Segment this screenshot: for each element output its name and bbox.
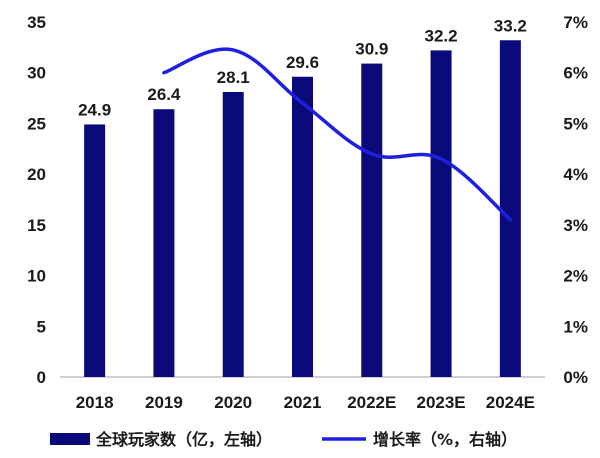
x-tick-label: 2020 <box>214 393 252 412</box>
left-tick-label: 35 <box>27 13 46 32</box>
bar-label-2023E: 32.2 <box>425 26 458 45</box>
bar-2023E <box>430 50 452 378</box>
growth-rate-line <box>162 47 513 222</box>
left-axis: 0 5 10 15 20 25 30 35 <box>27 13 46 387</box>
left-tick-label: 20 <box>27 165 46 184</box>
right-tick-label: 4% <box>563 165 588 184</box>
right-tick-label: 0% <box>563 368 588 387</box>
bar-2024E <box>499 40 521 377</box>
legend: 全球玩家数（亿，左轴） 增长率（%，右轴） <box>50 430 517 449</box>
left-tick-label: 15 <box>27 216 46 235</box>
bar-label-2019: 26.4 <box>147 85 181 104</box>
right-tick-label: 5% <box>563 114 588 133</box>
left-tick-label: 30 <box>27 64 46 83</box>
bar-series <box>84 40 521 378</box>
x-tick-label: 2018 <box>76 393 114 412</box>
right-tick-label: 1% <box>563 317 588 336</box>
right-tick-label: 7% <box>563 13 588 32</box>
legend-swatch-players <box>50 433 90 445</box>
right-tick-label: 6% <box>563 64 588 83</box>
x-tick-label: 2022E <box>347 393 396 412</box>
bar-2018 <box>84 124 106 377</box>
x-tick-label: 2019 <box>145 393 183 412</box>
bar-label-2018: 24.9 <box>78 100 111 119</box>
bar-label-2020: 28.1 <box>217 68 250 87</box>
bar-label-2024E: 33.2 <box>494 16 527 35</box>
x-tick-label: 2023E <box>416 393 465 412</box>
bar-2021 <box>292 76 313 378</box>
legend-label-growth: 增长率（%，右轴） <box>373 430 517 449</box>
bar-label-2021: 29.6 <box>286 53 319 72</box>
left-tick-label: 10 <box>27 267 46 286</box>
bar-data-labels: 24.9 26.4 28.1 29.6 30.9 32.2 33.2 <box>78 16 527 119</box>
legend-label-players: 全球玩家数（亿，左轴） <box>95 430 272 449</box>
left-tick-label: 25 <box>27 114 46 133</box>
bar-label-2022E: 30.9 <box>355 40 388 59</box>
left-tick-label: 5 <box>37 317 46 336</box>
bar-2020 <box>222 91 244 377</box>
x-tick-label: 2024E <box>486 393 535 412</box>
right-axis: 0% 1% 2% 3% 4% 5% 6% 7% <box>563 13 588 387</box>
right-tick-label: 3% <box>563 216 588 235</box>
bar-2022E <box>361 63 383 377</box>
right-tick-label: 2% <box>563 267 588 286</box>
bar-2019 <box>153 109 175 377</box>
x-axis-labels: 2018 2019 2020 2021 2022E 2023E 2024E <box>76 393 535 412</box>
x-tick-label: 2021 <box>284 393 322 412</box>
left-tick-label: 0 <box>37 368 46 387</box>
